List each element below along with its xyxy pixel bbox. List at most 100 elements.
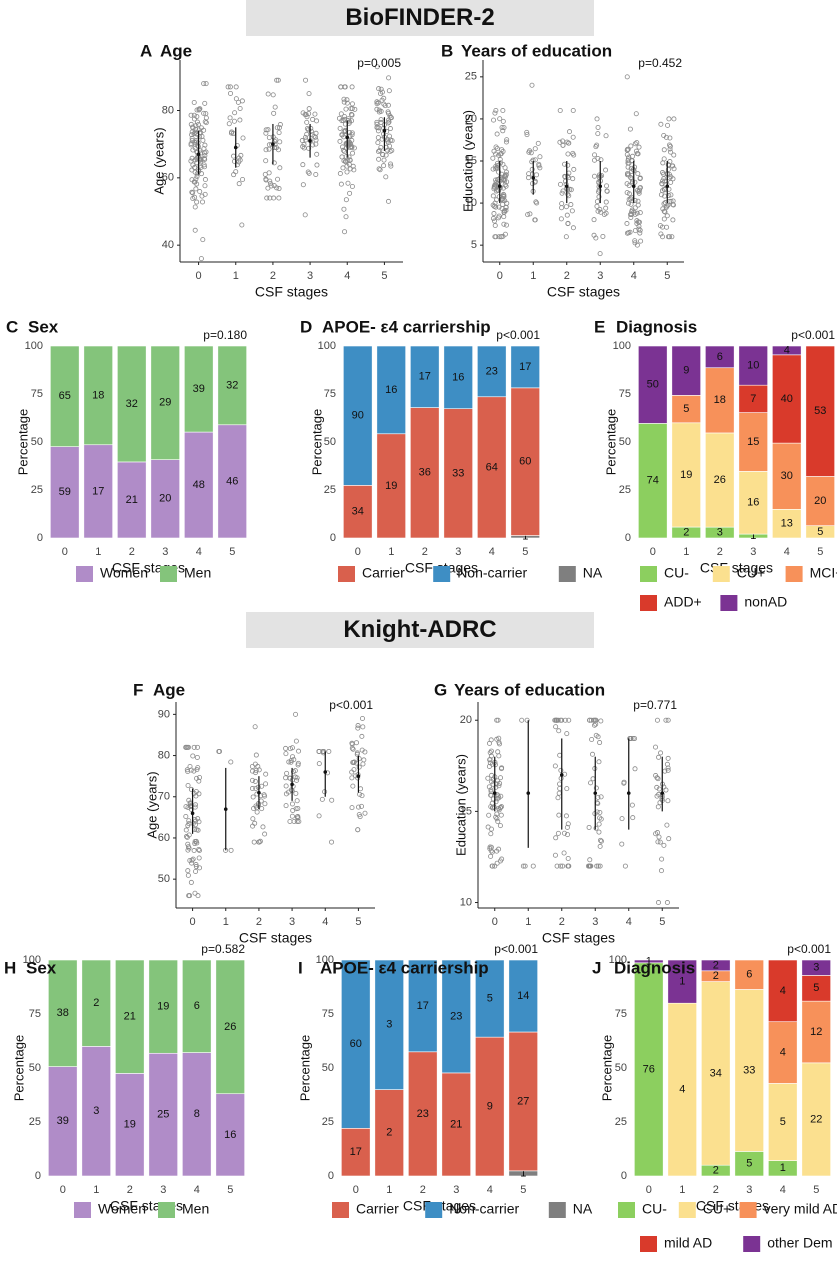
data-point: [267, 181, 273, 187]
data-point: [287, 746, 293, 752]
x-tick-label: 1: [95, 546, 101, 558]
data-point: [658, 868, 664, 874]
legend-swatch-cu_plus: [678, 1202, 696, 1218]
data-point: [262, 831, 268, 837]
data-point: [316, 748, 322, 754]
x-tick-label: 4: [626, 916, 632, 928]
bar-value-label: 1: [522, 531, 528, 543]
legend-swatch-men: [158, 1202, 175, 1218]
legend-label: NA: [583, 565, 603, 581]
bar-segment-women: [182, 1052, 212, 1177]
x-tick-label: 2: [256, 916, 262, 928]
data-point: [593, 235, 599, 241]
bar-value-label: 17: [92, 485, 104, 497]
data-point: [189, 132, 195, 138]
data-point: [349, 740, 355, 746]
data-point: [655, 776, 661, 782]
data-point: [185, 769, 191, 775]
data-point: [632, 197, 638, 203]
data-point: [488, 787, 494, 793]
data-point: [570, 176, 576, 182]
data-point: [384, 136, 390, 142]
data-point: [559, 190, 565, 196]
y-axis-label: Education (years): [453, 754, 468, 856]
data-point: [192, 890, 198, 896]
data-point: [303, 137, 309, 143]
data-point: [201, 81, 207, 87]
data-point: [265, 185, 271, 191]
bar-value-label: 46: [226, 475, 238, 487]
legend-label: very mild AD: [764, 1201, 837, 1217]
data-point: [596, 821, 602, 827]
data-point: [563, 178, 569, 184]
bar-value-label: 1: [750, 530, 756, 542]
data-point: [240, 135, 246, 141]
data-point: [253, 770, 259, 776]
bar-segment-cu_plus: [772, 509, 802, 539]
data-point: [239, 222, 245, 228]
data-point: [192, 194, 198, 200]
bar-value-label: 5: [817, 526, 823, 538]
bar-segment-noncarrier: [410, 345, 440, 408]
data-point: [621, 779, 627, 785]
y-tick-label: 15: [465, 155, 477, 167]
data-point: [314, 151, 320, 157]
data-point: [494, 811, 500, 817]
x-tick-label: 5: [520, 1184, 526, 1196]
legend-label: Carrier: [356, 1201, 399, 1217]
bar-value-label: 4: [780, 1046, 786, 1058]
data-point: [561, 830, 567, 836]
data-point: [604, 183, 610, 189]
x-tick-label: 5: [355, 916, 361, 928]
data-point: [665, 767, 671, 773]
bar-segment-carrier: [441, 1072, 471, 1177]
data-point: [194, 744, 200, 750]
bar-segment-mci: [738, 412, 768, 472]
bar-segment-noncarrier: [376, 345, 406, 435]
bar-segment-women: [215, 1093, 245, 1177]
y-tick-label: 70: [158, 791, 170, 803]
data-point: [663, 787, 669, 793]
data-point: [594, 199, 600, 205]
data-point: [493, 108, 499, 114]
panel-title: Sex: [28, 317, 59, 336]
data-point: [487, 760, 493, 766]
data-point: [493, 197, 499, 203]
data-point: [263, 130, 269, 136]
data-point: [557, 108, 563, 114]
legend-swatch-noncarrier: [425, 1202, 443, 1218]
y-tick-label: 20: [460, 714, 472, 726]
x-tick-label: 2: [713, 1184, 719, 1196]
bar-segment-men: [150, 345, 180, 460]
data-point: [276, 186, 282, 192]
data-point: [490, 193, 496, 199]
data-point: [254, 809, 260, 815]
data-point: [271, 110, 277, 116]
data-point: [193, 864, 199, 870]
y-tick-label: 100: [25, 340, 43, 352]
bar-segment-noncarrier: [441, 959, 471, 1074]
data-point: [350, 150, 356, 156]
data-point: [376, 156, 382, 162]
data-point: [388, 163, 394, 169]
data-point: [496, 807, 502, 813]
data-point: [288, 759, 294, 765]
data-point: [500, 201, 506, 207]
data-point: [228, 130, 234, 136]
data-point: [665, 765, 671, 771]
bar-value-label: 33: [452, 467, 464, 479]
data-point: [275, 176, 281, 182]
data-point: [316, 761, 322, 767]
legend-swatch-add: [640, 1236, 657, 1252]
data-point: [195, 143, 201, 149]
data-point: [289, 801, 295, 807]
data-point: [666, 116, 672, 122]
bar-segment-cu_plus: [701, 981, 731, 1166]
bar-value-label: 20: [159, 493, 171, 505]
bar-value-label: 39: [193, 383, 205, 395]
x-tick-label: 0: [190, 916, 196, 928]
data-point: [252, 778, 258, 784]
data-point: [199, 193, 205, 199]
y-tick-label: 0: [35, 1170, 41, 1182]
x-tick-label: 1: [233, 270, 239, 282]
